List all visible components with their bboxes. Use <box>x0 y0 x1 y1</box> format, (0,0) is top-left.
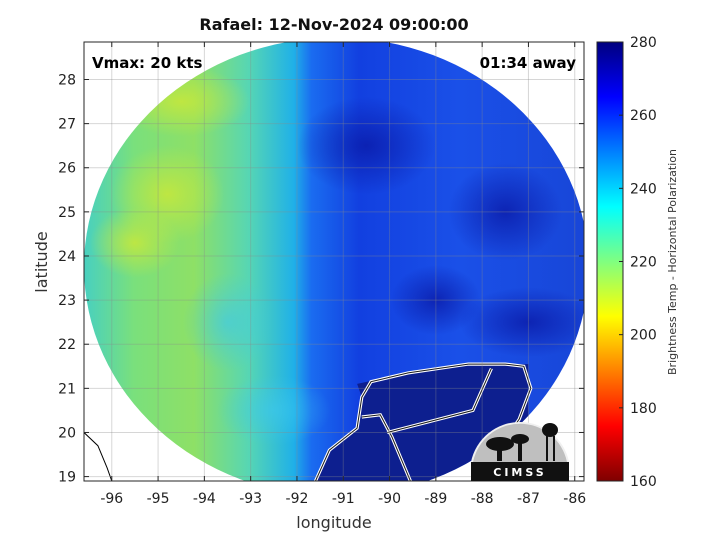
y-tick-label: 22 <box>58 337 76 353</box>
x-axis: -96 -95 -94 -93 -92 -91 -90 -89 -88 -87 -86 <box>100 42 586 507</box>
y-tick-label: 26 <box>58 161 76 177</box>
coastline-segment <box>361 414 411 481</box>
y-tick-label: 20 <box>58 425 76 441</box>
colorbar-tick-label: 240 <box>630 181 657 197</box>
coastline-segment <box>387 368 492 433</box>
coastline-segment <box>84 432 113 481</box>
grid-lines <box>84 42 584 481</box>
x-tick-label: -94 <box>193 491 216 507</box>
colorbar: 160 180 200 220 240 260 280 Brightness Temp - … <box>596 35 679 490</box>
colorbar-tick-label: 160 <box>630 474 657 490</box>
plot-frame <box>83 41 585 482</box>
y-tick-label: 19 <box>58 470 76 486</box>
field-sample <box>459 287 584 358</box>
x-tick-label: -87 <box>517 491 540 507</box>
colorbar-tick-label: 200 <box>630 328 657 344</box>
y-tick-label: 25 <box>58 205 76 221</box>
y-tick-label: 23 <box>58 293 76 309</box>
plot-area <box>84 42 584 481</box>
x-tick-label: -93 <box>239 491 262 507</box>
colorbar-tick-label: 180 <box>630 401 657 417</box>
colorbar-tick-label: 280 <box>630 35 657 51</box>
field-sample <box>448 162 563 261</box>
x-tick-label: -91 <box>332 491 355 507</box>
x-tick-label: -96 <box>100 491 123 507</box>
x-tick-label: -86 <box>563 491 586 507</box>
chart-title: Rafael: 12-Nov-2024 09:00:00 <box>199 15 468 34</box>
field-sample <box>390 265 481 336</box>
time-away-annotation: 01:34 away <box>480 54 577 72</box>
y-axis: 19 20 21 22 23 24 25 26 27 28 <box>58 73 584 486</box>
x-tick-label: -88 <box>471 491 494 507</box>
coastline-segment <box>315 363 532 481</box>
x-tick-label: -95 <box>147 491 170 507</box>
y-tick-label: 24 <box>58 249 76 265</box>
colorbar-tick-label: 220 <box>630 255 657 271</box>
vmax-annotation: Vmax: 20 kts <box>92 54 202 72</box>
colorbar-gradient <box>596 41 624 482</box>
cimss-logo: CIMSS <box>471 421 569 481</box>
x-axis-label: longitude <box>296 513 371 532</box>
x-tick-label: -89 <box>424 491 447 507</box>
y-tick-label: 27 <box>58 117 76 133</box>
colorbar-tick-label: 260 <box>630 108 657 124</box>
coastline <box>84 362 533 481</box>
y-axis-label: latitude <box>32 231 51 292</box>
field-sample <box>182 273 273 372</box>
colorbar-label: Brightness Temp - Horizontal Polarizatio… <box>666 149 679 375</box>
field-sample <box>297 96 436 195</box>
y-tick-label: 28 <box>58 73 76 89</box>
logo-text: CIMSS <box>493 466 546 479</box>
x-tick-label: -90 <box>378 491 401 507</box>
y-tick-label: 21 <box>58 381 76 397</box>
field-sample <box>110 145 225 244</box>
x-tick-label: -92 <box>286 491 309 507</box>
field-sample <box>216 375 331 446</box>
